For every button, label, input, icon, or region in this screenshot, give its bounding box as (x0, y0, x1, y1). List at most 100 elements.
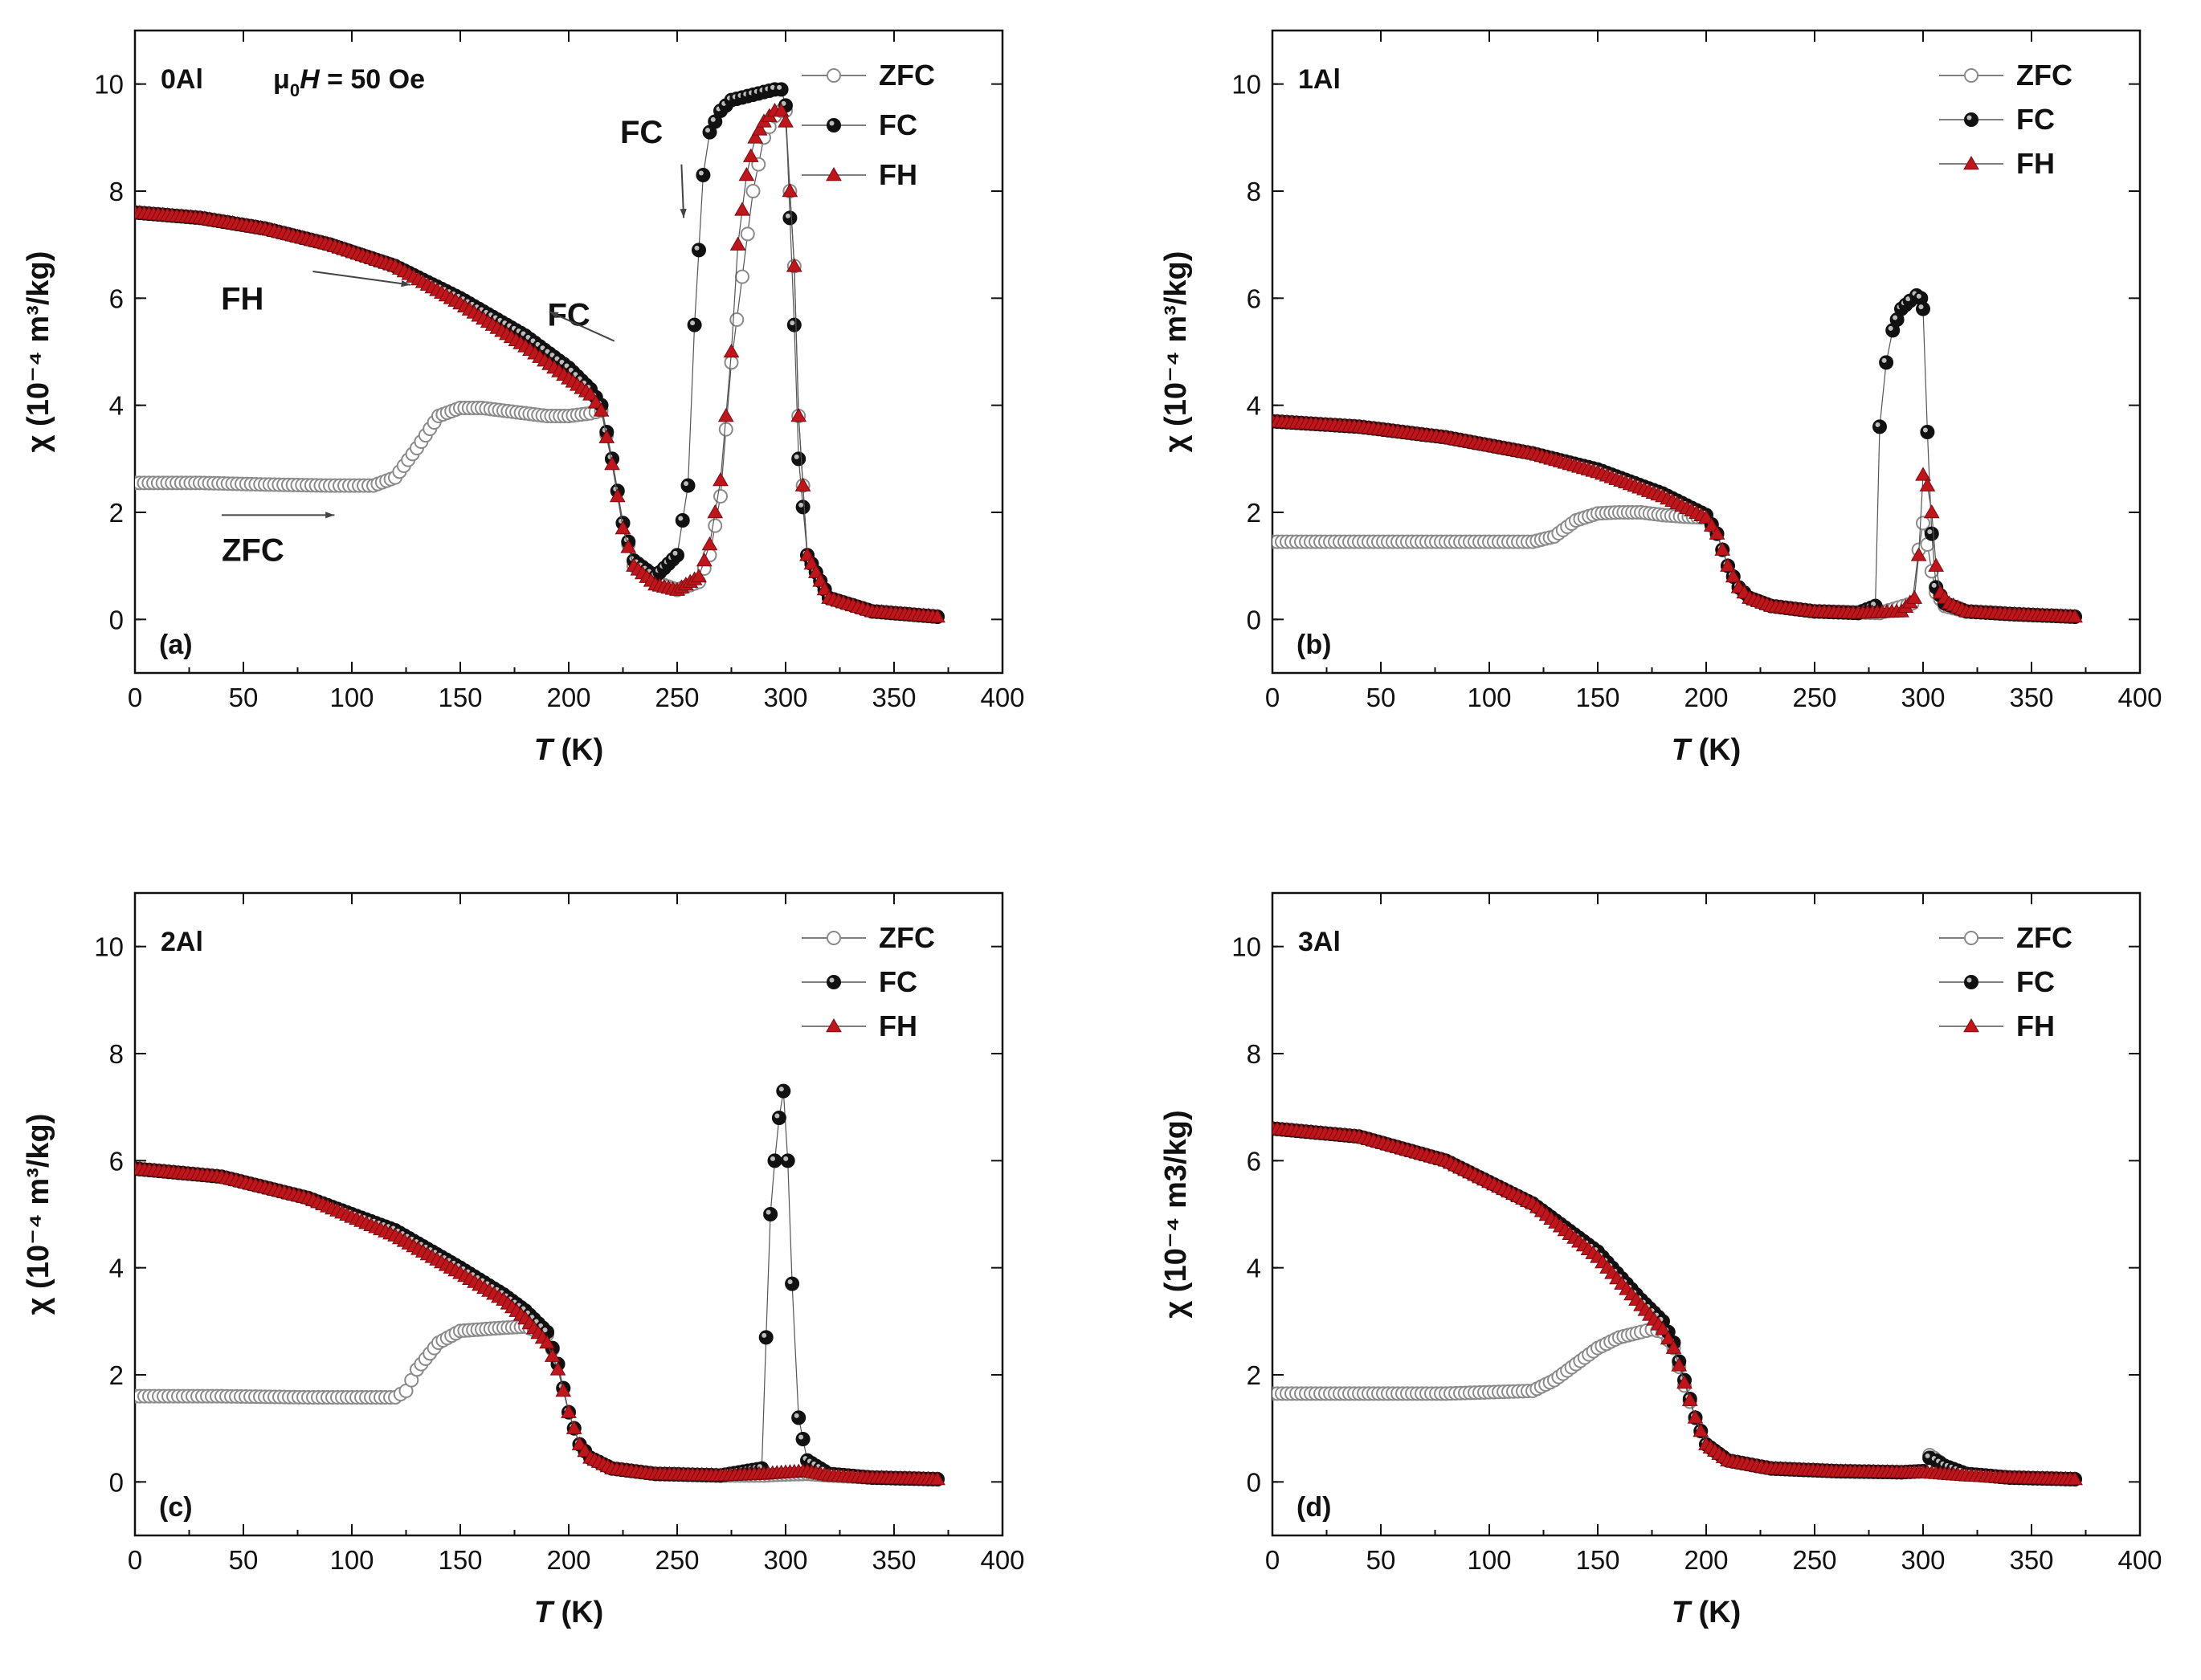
fh-marker (790, 407, 807, 422)
zfc-marker (827, 68, 841, 83)
legend-label-fc: FC (2016, 103, 2055, 136)
fh-marker (1671, 1357, 1688, 1372)
fc-marker-highlight (1918, 304, 1924, 310)
fc-marker-highlight (798, 502, 804, 508)
x-tick-label: 250 (655, 683, 699, 712)
fc-marker (1872, 419, 1887, 434)
fh-marker (707, 504, 724, 519)
fc-marker-highlight (1931, 582, 1937, 588)
field-label-var: H (300, 64, 321, 95)
fc-marker (687, 317, 702, 332)
x-tick-label: 100 (329, 683, 374, 712)
fc-marker (786, 317, 802, 332)
x-tick-label: 100 (1467, 683, 1511, 712)
x-tick-label: 200 (1684, 683, 1728, 712)
fc-marker-highlight (794, 454, 799, 459)
fh-marker (717, 407, 734, 422)
fh-marker (544, 1348, 561, 1362)
fc-marker-highlight (710, 116, 716, 122)
y-tick-label: 2 (1247, 498, 1261, 528)
y-tick-label: 10 (1231, 932, 1261, 962)
panel-label: (c) (159, 1492, 193, 1523)
fh-marker (723, 343, 740, 358)
plot-frame (1271, 29, 2142, 675)
fh-marker (1720, 557, 1736, 572)
fc-marker (1920, 425, 1935, 439)
series-fh (1272, 1120, 2083, 1486)
y-tick-label: 8 (109, 1039, 124, 1069)
fh-marker (691, 568, 707, 583)
fc-marker-highlight (798, 1434, 804, 1440)
y-tick-label: 0 (109, 605, 124, 634)
y-axis-label: χ (10⁻⁴ m³/kg) (22, 251, 55, 453)
x-axis-label-unit: (K) (1690, 733, 1741, 767)
fc-marker-highlight (1905, 296, 1911, 302)
y-tick-label: 2 (109, 498, 124, 528)
series-fc (1272, 288, 2082, 624)
x-axis-label-var: T (534, 1596, 555, 1629)
y-tick-label: 10 (94, 70, 124, 100)
panel-label: (a) (159, 630, 193, 660)
fc-marker (1916, 301, 1930, 316)
fc-marker-highlight (766, 1209, 771, 1215)
fc-marker-highlight (690, 320, 696, 326)
fc-marker (1924, 526, 1939, 541)
fh-marker (786, 258, 802, 272)
fc-marker-highlight (1922, 427, 1928, 433)
fc-marker-highlight (573, 372, 578, 377)
legend-label-zfc: ZFC (879, 921, 935, 954)
fc-marker (776, 1083, 791, 1099)
fh-marker (1693, 1422, 1709, 1437)
y-tick-label: 0 (1247, 605, 1261, 634)
x-tick-label: 150 (438, 1545, 482, 1575)
legend-label-fh: FH (879, 1009, 917, 1042)
arrow-fc-top-head (680, 208, 687, 218)
x-tick-label: 100 (329, 1545, 374, 1575)
fh-marker (1923, 504, 1940, 519)
fc-marker-highlight (787, 1279, 793, 1285)
fc-marker (774, 82, 789, 97)
fh-marker (1676, 1374, 1693, 1389)
fh-marker (582, 386, 598, 401)
fc-marker-highlight (778, 1087, 784, 1092)
field-label-rest: = 50 Oe (320, 64, 425, 95)
fh-marker (620, 539, 637, 553)
fc-marker (827, 118, 841, 133)
fc-marker (1964, 112, 1978, 127)
fh-marker (1910, 547, 1927, 561)
x-tick-label: 400 (2117, 1545, 2162, 1575)
data-layer (135, 82, 945, 624)
fh-marker (609, 487, 626, 503)
fh-marker (729, 236, 746, 251)
zfc-marker (745, 184, 761, 198)
fc-marker (696, 168, 711, 182)
x-tick-label: 250 (655, 1545, 699, 1575)
fc-marker-highlight (538, 1323, 544, 1328)
fc-marker (680, 478, 696, 493)
plot-frame (133, 891, 1004, 1537)
x-tick-label: 300 (1901, 1545, 1945, 1575)
fh-marker (701, 536, 718, 551)
zfc-marker (1964, 931, 1978, 945)
x-tick-label: 350 (872, 1545, 916, 1575)
series-line (1272, 1127, 2076, 1480)
x-tick-label: 400 (980, 1545, 1024, 1575)
series-fc (1272, 1121, 2082, 1486)
data-layer (1272, 1120, 2083, 1486)
zfc-marker (740, 226, 755, 242)
x-tick-label: 150 (1575, 1545, 1619, 1575)
fh-marker (773, 102, 790, 117)
fh-marker (751, 121, 768, 136)
sample-label: 0Al (161, 64, 203, 95)
fh-marker (549, 1361, 566, 1376)
fc-marker (795, 1432, 811, 1446)
fc-marker-highlight (774, 1113, 780, 1119)
panel-a: 0 50 100 150 200 250 300 350 400 0 2 4 6 8 10 T (K) χ (1… (22, 29, 1025, 767)
panel-c: 0 50 100 150 200 250 300 350 400 0 2 4 6 8 10 T (K) χ (1… (22, 891, 1025, 1629)
fh-marker (566, 1420, 582, 1434)
x-tick-label: 300 (763, 683, 807, 712)
panel-label: (d) (1297, 1492, 1331, 1523)
y-tick-label: 6 (109, 1146, 124, 1176)
fc-marker-highlight (542, 1327, 548, 1333)
y-axis-label: χ (10⁻⁴ m³/kg) (1159, 251, 1193, 453)
